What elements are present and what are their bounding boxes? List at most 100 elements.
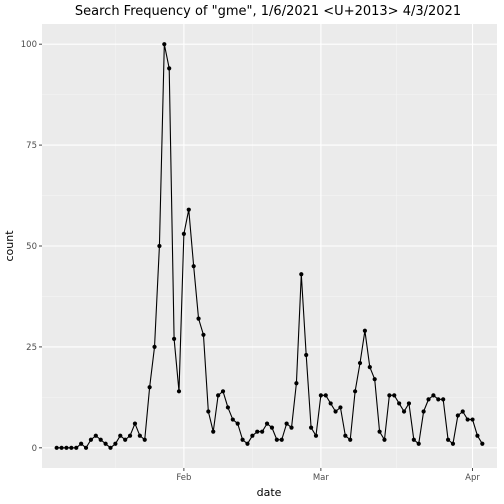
data-point [279,437,284,442]
data-point [196,316,201,321]
x-axis-tick-label: Feb [176,473,191,483]
data-point [426,397,431,402]
data-point [323,393,328,398]
data-point [83,445,89,450]
data-point [250,433,255,438]
data-point [284,421,289,426]
data-point [127,433,133,438]
data-point [240,437,245,442]
data-point [59,445,64,450]
data-point [118,433,123,438]
series-points [54,42,485,450]
data-point [142,437,147,442]
data-point [220,389,226,394]
y-axis-tick-label: 25 [26,343,37,353]
data-point [460,409,465,414]
data-point [382,437,387,442]
data-point [269,425,275,430]
data-point [416,441,421,446]
y-axis-tick-label: 100 [21,40,37,50]
data-point [455,413,460,418]
data-point [377,429,382,434]
data-point [255,429,260,434]
data-point [79,441,84,446]
data-point [225,405,231,410]
series-line [56,43,483,449]
x-axis-tick-label: Mar [313,473,330,483]
grid-lines [42,24,497,468]
data-point [137,433,142,438]
data-point [313,433,319,438]
data-point [235,421,240,426]
y-axis-tick-label: 75 [26,141,37,151]
data-point [98,437,103,442]
data-point [431,393,436,398]
data-point [441,397,446,402]
data-point [69,445,74,450]
data-point [191,264,196,269]
data-point [162,42,167,47]
data-point [206,409,211,414]
data-point [480,441,485,446]
data-point [353,389,358,394]
y-axis-tick-label: 50 [26,242,37,252]
data-point [157,243,162,249]
data-point [357,360,363,366]
data-point [108,445,113,450]
data-point [54,445,59,450]
data-point [260,429,265,434]
data-point [348,437,353,442]
data-point [338,405,343,410]
data-point [152,344,157,350]
data-point [421,409,426,414]
data-point [406,401,412,406]
data-point [88,437,94,442]
data-point [147,385,152,390]
data-point [304,352,309,358]
data-point [436,397,441,402]
data-point [289,425,294,430]
axes: 0 25 50 75 100 Feb Mar Apr [21,40,481,483]
data-point [308,425,314,430]
data-point [181,231,186,236]
data-point [216,393,221,398]
data-point [211,429,216,434]
data-point [318,393,323,398]
data-point [392,393,397,398]
data-point [113,441,118,446]
data-point [450,441,456,446]
chart-title: Search Frequency of "gme", 1/6/2021 <U+2… [75,4,461,19]
data-point [465,417,470,422]
data-point [294,381,299,386]
data-point [367,364,372,370]
data-point [299,272,304,277]
data-point [201,332,206,337]
data-point [264,421,270,426]
data-point [333,409,338,414]
data-point [64,445,69,450]
data-point [186,207,191,212]
data-point [132,421,138,426]
data-point [176,389,182,394]
data-point [387,393,392,398]
y-axis-title: count [3,230,16,262]
data-point [274,437,279,442]
data-point [328,401,333,406]
series-line-group [56,43,483,449]
data-point [475,433,480,438]
data-point [445,437,451,442]
data-point [230,417,235,422]
data-point [93,433,98,438]
data-point [401,409,407,414]
data-point [411,437,416,442]
data-point [245,441,250,446]
data-point [343,433,348,438]
data-point [167,66,172,71]
data-point [470,417,475,422]
data-point [372,377,377,382]
data-point [123,437,128,442]
data-point [103,441,108,446]
data-point [172,336,177,341]
data-point [74,445,79,450]
